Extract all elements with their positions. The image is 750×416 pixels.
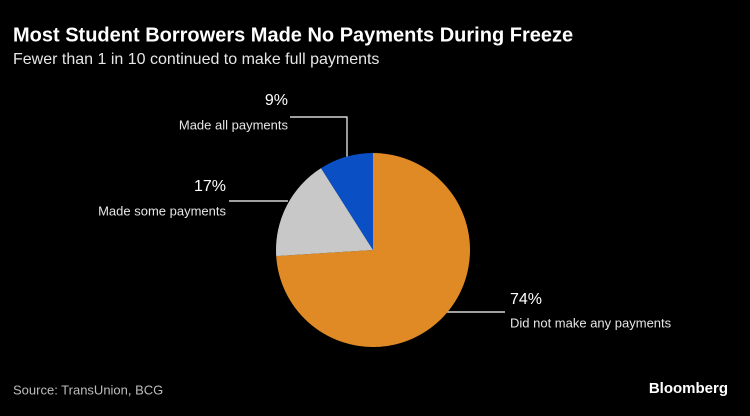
pie-slice — [276, 168, 373, 257]
category-label: Made some payments — [98, 203, 226, 218]
pie-slice — [276, 153, 470, 347]
value-label: 74% — [510, 291, 542, 308]
chart-title: Most Student Borrowers Made No Payments … — [13, 24, 573, 46]
leader-line — [290, 116, 348, 158]
category-label: Did not make any payments — [510, 315, 672, 330]
pie-slice — [321, 153, 373, 250]
source: Source: TransUnion, BCG — [13, 382, 163, 397]
category-label: Made all payments — [179, 117, 289, 132]
chart-subtitle: Fewer than 1 in 10 continued to make ful… — [13, 51, 379, 68]
value-label: 9% — [265, 92, 288, 109]
logo: Bloomberg — [649, 380, 728, 397]
value-label: 17% — [194, 178, 226, 195]
